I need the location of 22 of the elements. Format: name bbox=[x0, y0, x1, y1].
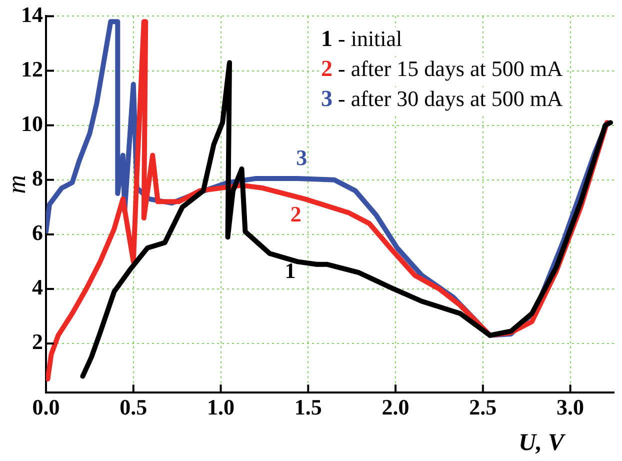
annotation: 2 bbox=[290, 201, 302, 226]
annotation: 1 bbox=[284, 258, 296, 283]
x-tick-label: 0.0 bbox=[32, 394, 60, 420]
x-axis-title: U, V bbox=[518, 430, 566, 456]
y-tick-label: 14 bbox=[21, 2, 43, 27]
y-tick-label: 8 bbox=[32, 166, 43, 191]
text: 1 - initial bbox=[321, 26, 402, 52]
text: 2 - after 15 days at 500 mA bbox=[321, 56, 563, 82]
y-tick-label: 10 bbox=[21, 110, 43, 136]
y-tick-label: 4 bbox=[32, 274, 43, 300]
x-tick-label: 2.5 bbox=[469, 394, 497, 420]
x-tick-label: 1.0 bbox=[207, 394, 235, 420]
x-tick-label: 0.5 bbox=[120, 394, 148, 420]
y-axis-title: m bbox=[2, 175, 31, 194]
x-tick-label: 3.0 bbox=[556, 394, 584, 420]
series-label: 3 - after 30 days at 500 mA bbox=[321, 86, 563, 112]
y-tick-label: 2 bbox=[32, 329, 43, 354]
x-tick-label: 2.0 bbox=[382, 394, 410, 420]
y-tick-label: 6 bbox=[32, 220, 43, 246]
annotation: 3 bbox=[296, 144, 308, 170]
x-tick-label: 1.5 bbox=[294, 394, 322, 420]
y-tick-label: 12 bbox=[21, 56, 43, 82]
